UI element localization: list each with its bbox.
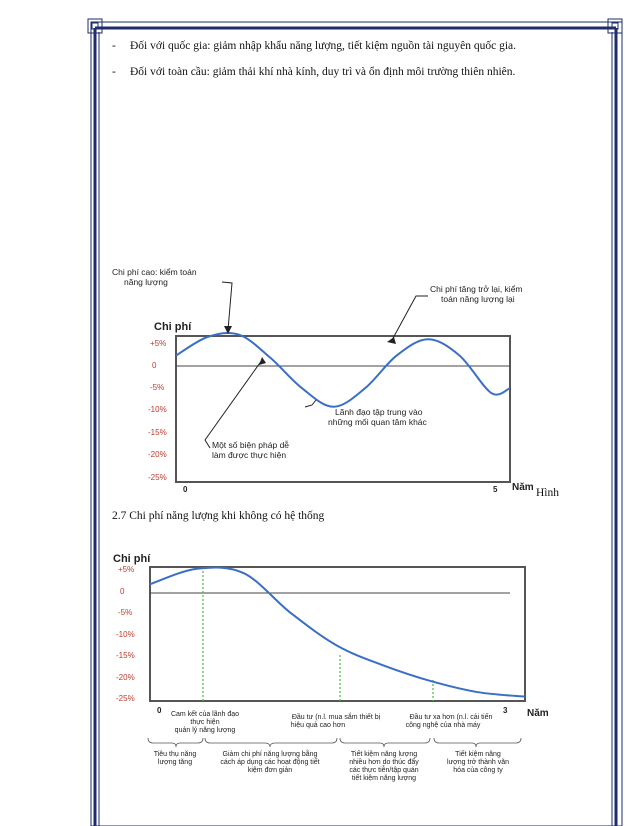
chart1-ytick: -5% xyxy=(150,383,164,392)
chart1-ytick: -15% xyxy=(148,428,167,437)
annotation-high-cost: năng lượng xyxy=(124,277,168,287)
bullet-item-global: - Đối với toàn cầu: giảm thải khí nhà kín… xyxy=(112,66,515,78)
leader-line xyxy=(204,359,263,449)
annotation-cost-rises: toán năng lượng lại xyxy=(441,294,515,304)
annotation-easy-measures: làm được thực hiện xyxy=(212,450,286,460)
annotation-high-cost: Chi phí cao: kiểm toán xyxy=(112,267,197,277)
figure-label: Hình xyxy=(536,487,559,499)
leader-line xyxy=(304,399,317,408)
annotation-easy-measures: Một số biện pháp dễ xyxy=(212,440,289,450)
chart1-ytick: -20% xyxy=(148,450,167,459)
annotation-leadership: Lãnh đạo tập trung vào xyxy=(335,407,423,417)
annotation-cost-rises: Chi phí tăng trở lại, kiểm xyxy=(430,284,523,294)
arrow-head xyxy=(224,326,232,334)
bullet-text: Đối với quốc gia: giảm nhập khẩu năng lư… xyxy=(130,40,517,52)
leader-line xyxy=(391,295,428,341)
chart1-xtick: 5 xyxy=(493,485,498,494)
chart1-xlabel: Năm xyxy=(512,482,534,493)
figure-caption: 2.7 Chi phí năng lượng khi không có hệ t… xyxy=(112,510,325,522)
leader-line xyxy=(221,281,233,331)
chart1-ylabel: Chi phí xyxy=(154,321,192,333)
arrow-head xyxy=(387,337,396,344)
chart1-ytick: 0 xyxy=(152,361,157,370)
chart1-xtick: 0 xyxy=(183,485,188,494)
annotation-leadership: những mối quan tâm khác xyxy=(328,417,428,427)
chart1-ytick: -10% xyxy=(148,405,167,414)
chart1-ytick: +5% xyxy=(150,339,166,348)
bullet-marker: - xyxy=(112,66,116,78)
arrow-head xyxy=(259,357,266,365)
chart1-plot-box xyxy=(175,335,511,483)
bullet-marker: - xyxy=(112,40,116,52)
bullet-item-national: - Đối với quốc gia: giảm nhập khẩu năng l… xyxy=(112,40,516,52)
bullet-text: Đối với toàn cầu: giảm thải khí nhà kính… xyxy=(130,66,516,78)
chart1-series-line xyxy=(175,331,511,408)
chart1-ytick: -25% xyxy=(148,473,167,482)
